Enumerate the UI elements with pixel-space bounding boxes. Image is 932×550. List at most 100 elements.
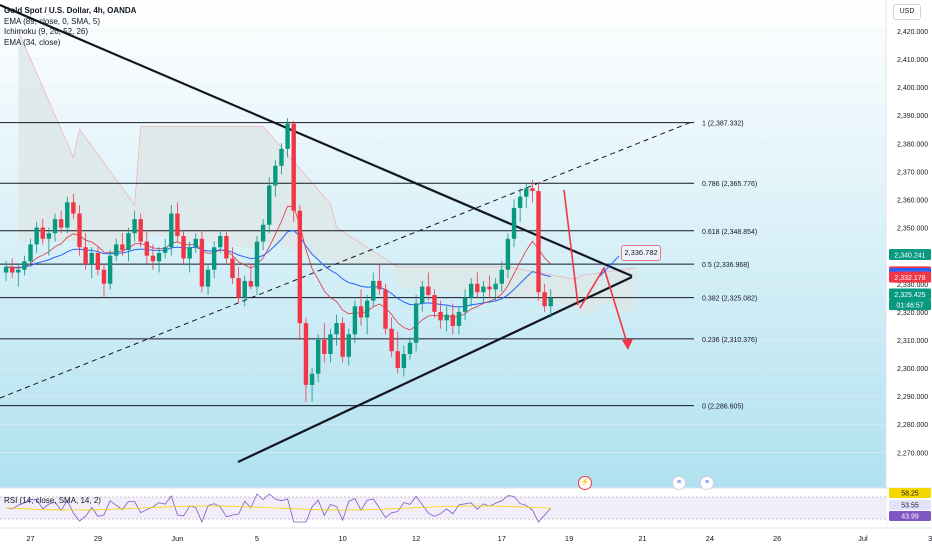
fib-level-label: 0.236 (2,310.376): [702, 337, 757, 344]
candle-body: [334, 323, 339, 335]
candle-body: [407, 342, 413, 354]
price-tick-label: 2,400.000: [897, 85, 928, 92]
candle-body: [530, 188, 535, 192]
price-tick-label: 2,290.000: [897, 394, 928, 401]
flash-icon[interactable]: ⚡: [578, 476, 592, 490]
candle-body: [401, 354, 407, 369]
candle-body: [309, 373, 315, 385]
price-scale: [886, 0, 932, 488]
candle-body: [150, 255, 156, 262]
candle-body: [505, 238, 511, 270]
time-tick-label: 5: [255, 534, 259, 543]
candle-body: [65, 202, 70, 228]
candle-body: [389, 328, 394, 352]
time-tick-label: 26: [773, 534, 781, 543]
candle-body: [267, 185, 272, 225]
candle-body: [383, 289, 388, 329]
candle-body: [395, 351, 400, 369]
price-tick-label: 2,280.000: [897, 422, 928, 429]
fib-level-label: 0.382 (2,325.082): [702, 296, 757, 303]
ema-34-legend[interactable]: EMA (34, close): [4, 37, 61, 47]
ichimoku-legend[interactable]: Ichimoku (9, 26, 52, 26): [4, 27, 89, 36]
candle-body: [438, 311, 443, 321]
candle-body: [248, 280, 254, 287]
candle-body: [187, 247, 192, 259]
candle-body: [254, 241, 260, 287]
price-tick-label: 2,350.000: [897, 226, 928, 233]
candle-body: [322, 339, 327, 354]
candle-body: [358, 306, 364, 318]
candle-body: [364, 300, 370, 318]
price-tag: 2,340.241: [889, 248, 931, 260]
price-tag: 01:46:57: [889, 299, 931, 311]
candle-body: [456, 311, 462, 326]
rsi-tag-bg: [889, 500, 931, 510]
candle-body: [279, 148, 284, 166]
candle-body: [205, 269, 211, 287]
descending-trendline: [0, 3, 633, 278]
rsi-tag-label: 43.99: [901, 514, 919, 521]
candle-body: [315, 339, 321, 374]
candle-body: [138, 219, 143, 242]
candle-body: [181, 236, 186, 259]
candle-body: [34, 227, 39, 245]
flag-icon[interactable]: ≡: [672, 476, 686, 490]
flag-icon[interactable]: ≡: [700, 476, 714, 490]
candle-body: [144, 241, 150, 256]
price-tag-bg: [889, 271, 931, 283]
candle-body: [285, 123, 290, 149]
ema-89-legend[interactable]: EMA (89, close, 0, SMA, 5): [4, 16, 101, 26]
candle-body: [162, 247, 168, 253]
projection-price-label: 2,336.782: [621, 245, 661, 261]
rsi-legend[interactable]: RSI (14, close, SMA, 14, 2): [4, 496, 101, 505]
candle-body: [517, 196, 523, 208]
candle-body: [493, 283, 498, 290]
time-tick-label: 24: [706, 534, 714, 543]
candle-body: [169, 213, 174, 248]
candle-body: [9, 266, 15, 273]
time-axis: [0, 528, 932, 550]
channel-line-dashed: [0, 120, 695, 399]
fib-level-label: 1 (2,387.332): [702, 121, 744, 128]
candle-body: [107, 255, 113, 284]
projection-arrow: [563, 189, 579, 306]
fib-level-label: 0.618 (2,348.854): [702, 229, 757, 236]
price-tag-bg: [889, 299, 931, 311]
time-tick-label: Jul: [858, 534, 868, 543]
chart-legend: Gold Spot / U.S. Dollar, 4h, OANDA EMA (…: [4, 6, 136, 48]
candle-body: [548, 297, 553, 307]
ichimoku-cloud: [18, 30, 637, 315]
price-tick-label: 2,390.000: [897, 113, 928, 120]
price-tick-label: 2,380.000: [897, 141, 928, 148]
time-tick-label: 3: [928, 534, 932, 543]
candle-body: [444, 314, 449, 321]
candle-body: [101, 269, 107, 284]
candle-body: [95, 252, 101, 270]
candle-body: [28, 244, 33, 262]
candle-body: [199, 238, 205, 287]
price-tick-label: 2,370.000: [897, 169, 928, 176]
price-tick-label: 2,330.000: [897, 282, 928, 289]
candle-body: [16, 269, 21, 273]
time-tick-label: 17: [498, 534, 506, 543]
rsi-sma-line: [6, 505, 551, 511]
rsi-line: [6, 493, 552, 524]
candle-body: [3, 266, 9, 273]
rsi-tag-label: 53.55: [901, 503, 919, 510]
currency-button[interactable]: USD: [893, 4, 921, 20]
candle-body: [58, 219, 64, 228]
candle-body: [297, 210, 303, 324]
candle-body: [536, 191, 541, 293]
price-tick-label: 2,360.000: [897, 197, 928, 204]
price-tag-label: 2,332.178: [894, 275, 925, 282]
time-tick-label: 29: [94, 534, 102, 543]
candle-body: [346, 334, 351, 357]
symbol-title[interactable]: Gold Spot / U.S. Dollar, 4h, OANDA: [4, 6, 137, 15]
price-tag-label: 01:46:57: [896, 303, 923, 310]
time-tick-label: 27: [26, 534, 34, 543]
time-tick-label: 19: [565, 534, 573, 543]
arrow-head: [622, 339, 633, 350]
candle-body: [193, 238, 198, 248]
